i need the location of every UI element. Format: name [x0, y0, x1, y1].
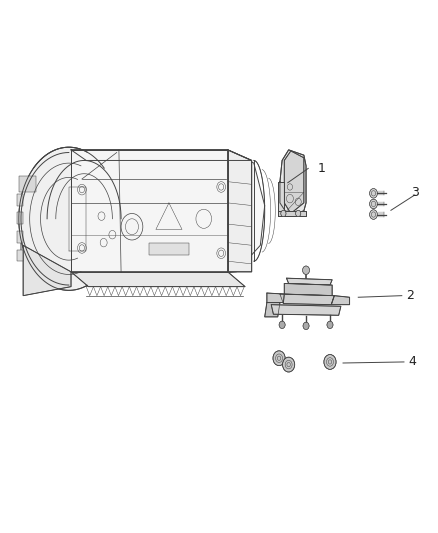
Polygon shape [149, 243, 188, 255]
Polygon shape [267, 293, 284, 303]
Polygon shape [228, 150, 252, 272]
Polygon shape [19, 147, 87, 290]
Circle shape [303, 322, 309, 329]
Polygon shape [23, 245, 71, 296]
Polygon shape [19, 176, 36, 192]
Circle shape [273, 351, 285, 366]
Polygon shape [17, 249, 23, 261]
Text: 3: 3 [411, 186, 419, 199]
Polygon shape [17, 231, 23, 243]
Text: 1: 1 [318, 162, 325, 175]
Circle shape [370, 199, 378, 209]
Polygon shape [331, 296, 350, 305]
Polygon shape [17, 213, 23, 224]
Polygon shape [284, 151, 304, 214]
Polygon shape [280, 294, 334, 305]
Circle shape [303, 266, 310, 274]
Text: 4: 4 [409, 356, 417, 368]
Polygon shape [271, 305, 341, 316]
Circle shape [281, 211, 286, 216]
Polygon shape [17, 194, 23, 206]
Polygon shape [280, 150, 306, 216]
Polygon shape [286, 278, 332, 285]
Polygon shape [278, 211, 306, 216]
Polygon shape [278, 182, 284, 216]
Circle shape [370, 210, 378, 219]
Circle shape [296, 211, 301, 216]
Polygon shape [21, 150, 265, 288]
Polygon shape [265, 303, 280, 317]
Polygon shape [71, 150, 228, 272]
Circle shape [370, 189, 378, 198]
Polygon shape [71, 272, 245, 287]
Polygon shape [71, 150, 252, 160]
Circle shape [279, 321, 285, 328]
Circle shape [283, 357, 295, 372]
Text: 2: 2 [406, 289, 414, 302]
Circle shape [324, 354, 336, 369]
Circle shape [327, 321, 333, 328]
Polygon shape [284, 284, 332, 296]
